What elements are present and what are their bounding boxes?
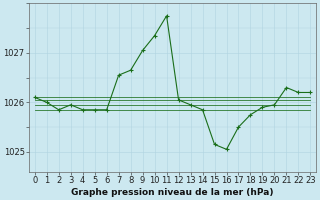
X-axis label: Graphe pression niveau de la mer (hPa): Graphe pression niveau de la mer (hPa) — [71, 188, 274, 197]
